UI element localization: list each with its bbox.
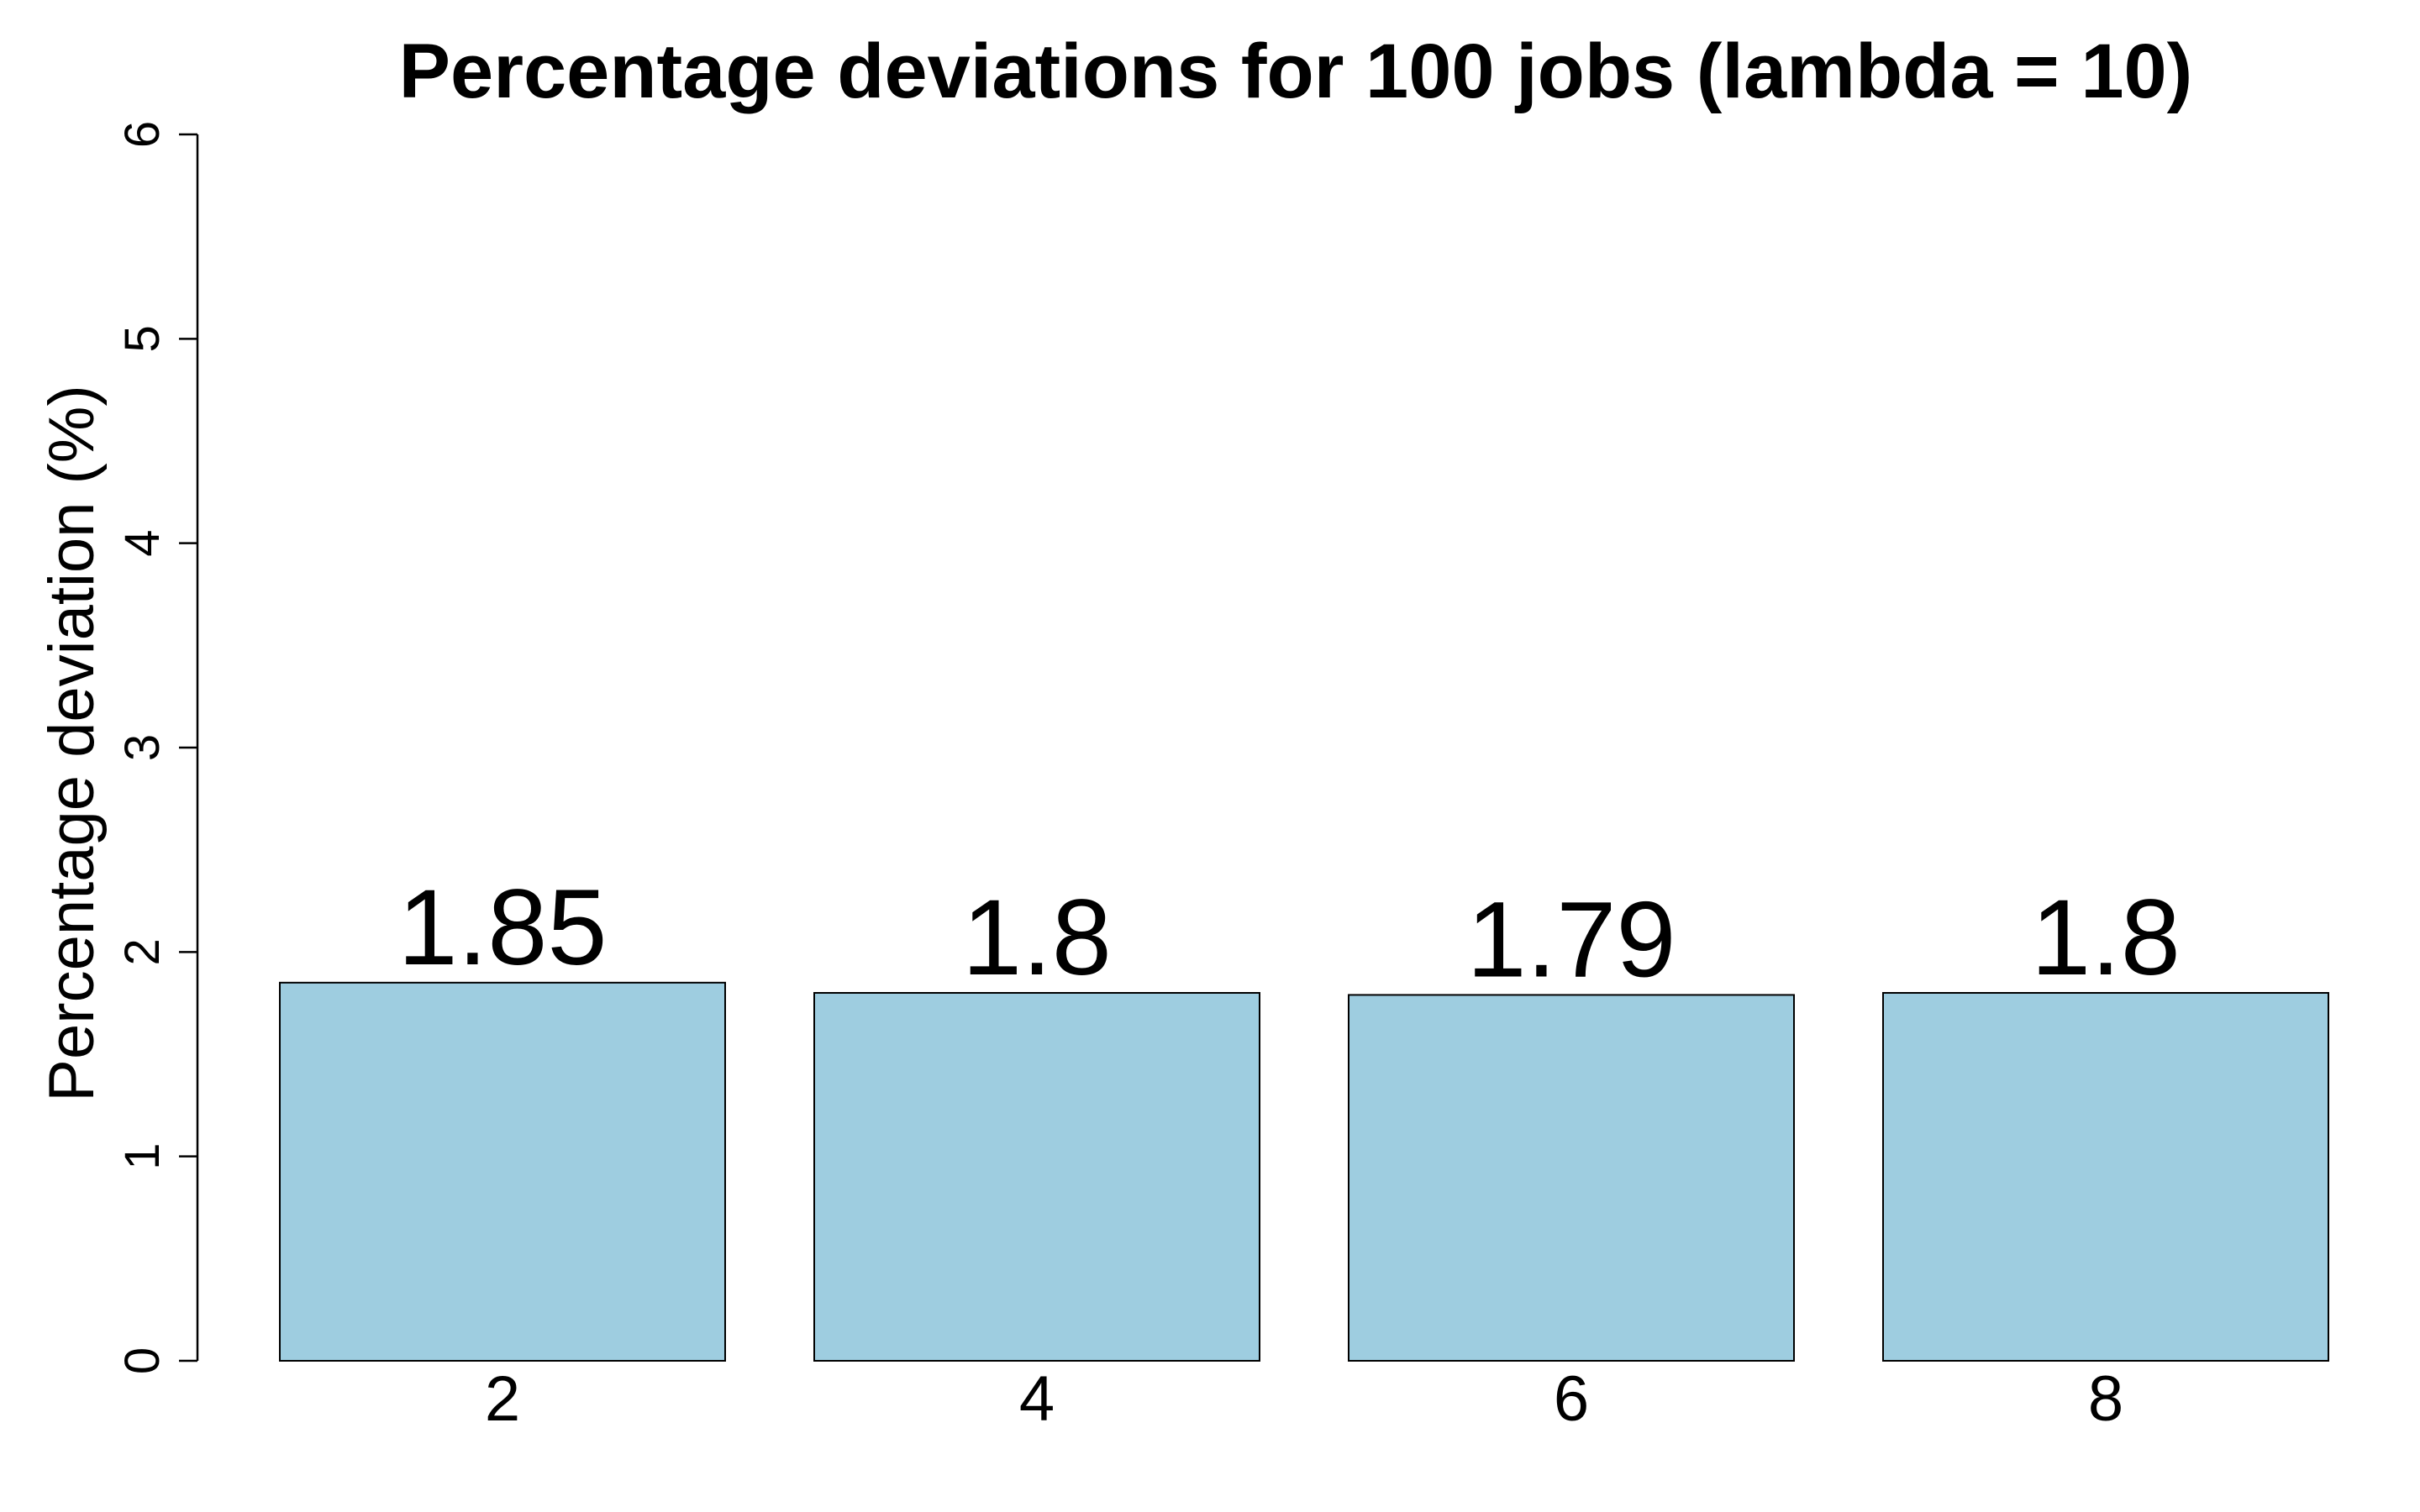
y-tick-label: 2 xyxy=(115,938,170,965)
x-tick-label: 8 xyxy=(2088,1363,2123,1435)
bar-6 xyxy=(1348,994,1795,1362)
chart-title: Percentage deviations for 100 jobs (lamb… xyxy=(399,29,2193,114)
y-axis-label: Percentage deviation (%) xyxy=(36,385,108,1101)
bar-4 xyxy=(813,992,1260,1362)
x-tick-label: 6 xyxy=(1554,1363,1589,1435)
bar-2 xyxy=(279,981,726,1362)
x-tick-label: 4 xyxy=(1019,1363,1055,1435)
y-tick-label: 1 xyxy=(115,1143,170,1170)
y-tick-label: 3 xyxy=(115,734,170,761)
bar-value-label: 1.8 xyxy=(2031,878,2181,998)
bar-value-label: 1.8 xyxy=(962,878,1112,998)
y-tick-label: 0 xyxy=(115,1347,170,1374)
bar-value-label: 1.79 xyxy=(1466,879,1676,1000)
y-tick-label: 6 xyxy=(115,121,170,148)
bar-8 xyxy=(1882,992,2329,1362)
bar-value-labels: 1.85 1.8 1.79 1.8 xyxy=(397,868,2181,1000)
bars xyxy=(279,981,2329,1362)
y-axis-ticks: 0 1 2 3 4 5 6 xyxy=(115,121,197,1374)
x-axis-tick-labels: 2 4 6 8 xyxy=(485,1363,2123,1435)
y-tick-label: 4 xyxy=(115,530,170,557)
bar-value-label: 1.85 xyxy=(397,868,607,988)
y-tick-label: 5 xyxy=(115,325,170,352)
x-tick-label: 2 xyxy=(485,1363,520,1435)
